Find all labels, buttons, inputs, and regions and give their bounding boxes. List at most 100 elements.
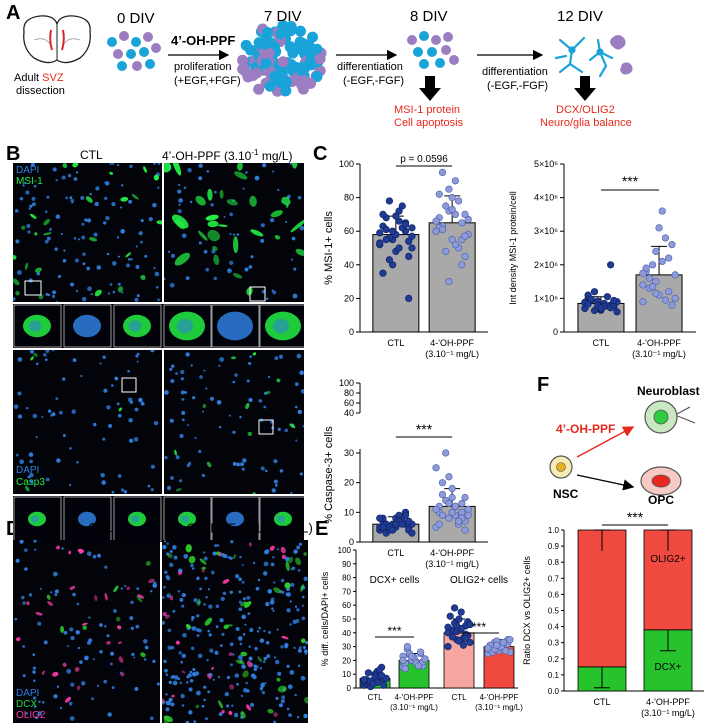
- data-point: [398, 202, 406, 210]
- data-point: [379, 269, 387, 277]
- tick-label: 4×10⁶: [534, 193, 558, 203]
- data-point: [457, 608, 465, 616]
- inset-tile: [13, 496, 62, 542]
- differentiated-cells-icon: [554, 36, 614, 78]
- data-point: [389, 261, 397, 269]
- panel-d-ctl-label: CTL: [88, 520, 113, 535]
- tick-label: 0.1: [548, 671, 560, 680]
- segment-label: DCX+: [655, 662, 682, 673]
- data-point: [502, 647, 510, 655]
- data-point: [461, 232, 469, 240]
- data-point: [461, 210, 469, 219]
- inset-tile: [163, 304, 212, 348]
- tick-label: 0: [553, 327, 558, 337]
- data-point: [376, 239, 384, 247]
- y-axis-label: Int density MSI-1 protein/cell: [508, 191, 518, 305]
- tick-label: 90: [342, 560, 351, 569]
- data-point: [649, 261, 657, 269]
- tick-label: 70: [342, 587, 351, 596]
- inset-tile: [113, 304, 162, 348]
- treatment-label-f: 4’-OH-PPF: [556, 422, 616, 436]
- data-point: [448, 633, 456, 641]
- data-point: [432, 505, 440, 513]
- data-point: [665, 254, 673, 262]
- panel-letter-e: E: [315, 518, 329, 540]
- data-point: [661, 296, 670, 304]
- x-category-label: CTL: [451, 693, 467, 702]
- msi1-insets-row: [13, 304, 304, 348]
- micrograph-casp3-ctl: DAPI Casp3: [13, 350, 162, 494]
- tick-label: 60: [344, 226, 354, 236]
- panel-f-schematic: [549, 400, 696, 496]
- data-point: [462, 634, 470, 642]
- stage-12div: 12 DIV: [557, 8, 603, 25]
- panel-letter-f: F: [537, 374, 550, 396]
- brain-section-icon: [23, 15, 91, 64]
- step1-label: proliferation: [174, 61, 232, 73]
- micrograph-casp3-treated: [164, 350, 304, 494]
- data-point: [649, 283, 657, 291]
- data-point: [382, 235, 390, 244]
- data-point: [658, 257, 666, 266]
- data-point: [392, 212, 400, 220]
- x-category-label: 4-'OH-PPF: [395, 693, 434, 702]
- data-point: [448, 205, 456, 213]
- step2-label: differentiation: [337, 61, 403, 73]
- x-category-label-2: (3.10⁻¹ mg/L): [425, 349, 479, 359]
- data-point: [416, 648, 425, 656]
- data-point: [448, 493, 456, 502]
- step3-condition: (-EGF,-FGF): [487, 80, 549, 92]
- data-point: [458, 508, 466, 516]
- tick-label: 80: [342, 574, 351, 583]
- data-point: [435, 190, 443, 198]
- x-category-label: CTL: [367, 693, 383, 702]
- data-point: [389, 227, 397, 235]
- casp3-insets-row: [13, 496, 304, 542]
- data-point: [379, 523, 387, 531]
- data-point: [639, 281, 647, 289]
- data-point: [408, 529, 416, 537]
- group-label: OLIG2+ cells: [450, 575, 508, 586]
- data-point: [506, 636, 514, 644]
- micrograph-msi1-ctl: DAPI MSI-1: [13, 163, 162, 302]
- nsc-icon: [549, 455, 573, 479]
- data-point: [445, 499, 453, 508]
- significance-label: ***: [416, 421, 433, 437]
- data-point: [451, 502, 459, 510]
- panel-letter-a: A: [6, 2, 21, 24]
- tick-label: 60: [344, 398, 354, 408]
- data-point: [432, 227, 440, 235]
- data-point: [671, 271, 679, 279]
- data-point: [448, 508, 456, 516]
- down-arrow-icon: [419, 76, 441, 101]
- data-point: [438, 511, 447, 519]
- data-point: [461, 526, 469, 534]
- inset-tile: [211, 496, 260, 542]
- data-point: [442, 449, 450, 457]
- data-point: [401, 665, 409, 673]
- significance-label: ***: [627, 509, 644, 525]
- tick-label: 40: [344, 260, 354, 270]
- micrograph-dcx-olig2-ctl: DAPI DCX OLIG2: [13, 540, 160, 723]
- data-point: [377, 671, 386, 680]
- data-point: [405, 294, 413, 302]
- y-axis-label: Ratio DCX vs OLIG2+ cells: [522, 556, 532, 665]
- x-category-label-2: (3.10⁻¹ mg/L): [632, 349, 686, 359]
- tick-label: 30: [342, 643, 351, 652]
- tick-label: 60: [342, 601, 351, 610]
- data-point: [466, 620, 474, 629]
- x-category-label: 4-'OH-PPF: [480, 693, 519, 702]
- data-point: [421, 655, 429, 663]
- segment-label: OLIG2+: [650, 554, 685, 565]
- tick-label: 5×10⁶: [534, 159, 558, 169]
- data-point: [399, 656, 407, 664]
- data-point: [379, 210, 387, 219]
- tick-label: 1.0: [548, 526, 560, 535]
- treatment-label-a: 4’-OH-PPF: [171, 33, 236, 48]
- tick-label: 0.0: [548, 687, 560, 696]
- tick-label: 100: [339, 159, 354, 169]
- data-point: [408, 232, 416, 240]
- data-point: [448, 193, 456, 202]
- significance-label: ***: [622, 173, 639, 189]
- x-category-label-2: (3.10⁻¹ mg/L): [641, 708, 695, 718]
